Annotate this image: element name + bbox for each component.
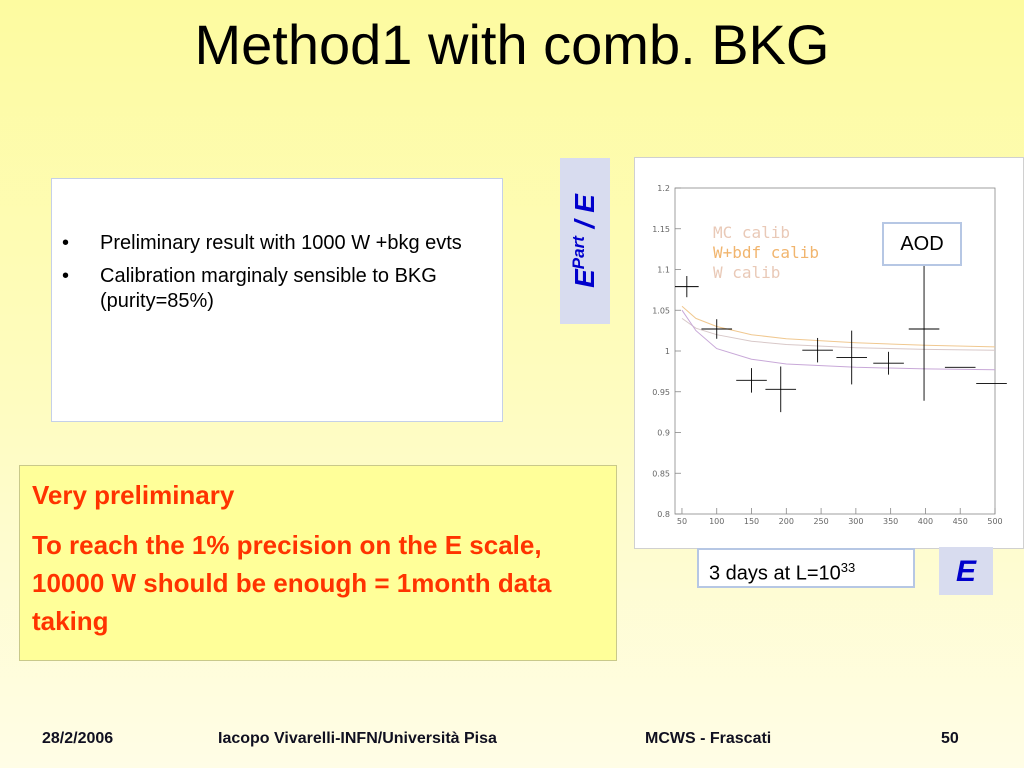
y-tick-label: 1.15 <box>652 225 670 234</box>
y-tick-label: 1.05 <box>652 306 670 315</box>
legend-entry: MC calib <box>713 223 790 242</box>
days-exponent: 33 <box>840 560 856 575</box>
bullet-box: • Preliminary result with 1000 W +bkg ev… <box>51 178 503 422</box>
x-tick-label: 100 <box>709 517 724 526</box>
y-tick-label: 1.2 <box>657 184 670 193</box>
x-tick-label: 300 <box>848 517 863 526</box>
y-label-sup: Part <box>568 236 588 270</box>
y-axis-label: EPart / E <box>569 194 601 288</box>
bullet-item: • Preliminary result with 1000 W +bkg ev… <box>52 231 492 256</box>
chart-svg: 0.8 0.85 0.9 0.95 1 1.05 1.1 1.15 1.2 50 100 150 200… <box>652 184 1007 526</box>
preliminary-note: Very preliminary To reach the 1% precisi… <box>19 465 617 661</box>
footer-date: 28/2/2006 <box>42 730 114 747</box>
days-text: 3 days at L=10 <box>709 562 841 585</box>
fit-curve <box>681 305 996 348</box>
aod-label: AOD <box>882 222 962 266</box>
footer-event: MCWS - Frascati <box>645 730 772 747</box>
x-tick-label: 150 <box>744 517 759 526</box>
bullet-item: • Calibration marginaly sensible to BKG … <box>52 264 492 314</box>
bullet-text: Calibration marginaly sensible to BKG (p… <box>100 265 437 312</box>
y-label-main: E <box>569 269 601 288</box>
bullet-list: • Preliminary result with 1000 W +bkg ev… <box>52 179 502 314</box>
bullet-dot: • <box>62 265 70 287</box>
footer-author: Iacopo Vivarelli-INFN/Università Pisa <box>218 730 497 747</box>
note-heading: Very preliminary <box>32 480 235 510</box>
fit-curve <box>681 317 996 351</box>
x-tick-label: 400 <box>918 517 933 526</box>
x-tick-label: 250 <box>813 517 828 526</box>
x-tick-label: 500 <box>987 517 1002 526</box>
y-tick-label: 1 <box>665 347 670 356</box>
luminosity-label: 3 days at L=1033 <box>697 548 915 588</box>
fit-curve <box>681 309 996 371</box>
y-label-sep: / <box>569 212 601 237</box>
x-axis-label: E <box>939 547 993 595</box>
bullet-text: Preliminary result with 1000 W +bkg evts <box>100 232 462 254</box>
y-tick-label: 0.85 <box>652 469 670 478</box>
y-label-den: E <box>569 194 601 213</box>
y-tick-label: 0.8 <box>657 510 670 519</box>
x-tick-label: 450 <box>953 517 968 526</box>
calibration-plot: 0.8 0.85 0.9 0.95 1 1.05 1.1 1.15 1.2 50 100 150 200… <box>634 157 1024 549</box>
y-tick-label: 0.9 <box>657 429 670 438</box>
legend-entry: W calib <box>713 263 780 282</box>
footer-page-number: 50 <box>941 730 959 747</box>
x-tick-label: 200 <box>779 517 794 526</box>
note-text: To reach the 1% precision on the E scale… <box>32 530 552 636</box>
x-tick-label: 350 <box>883 517 898 526</box>
x-tick-label: 50 <box>677 517 687 526</box>
y-tick-label: 1.1 <box>657 266 670 275</box>
legend-entry: W+bdf calib <box>713 243 819 262</box>
y-axis-label-box: EPart / E <box>560 158 610 324</box>
slide-title: Method1 with comb. BKG <box>194 13 830 76</box>
y-tick-label: 0.95 <box>652 388 670 397</box>
bullet-dot: • <box>62 232 70 254</box>
